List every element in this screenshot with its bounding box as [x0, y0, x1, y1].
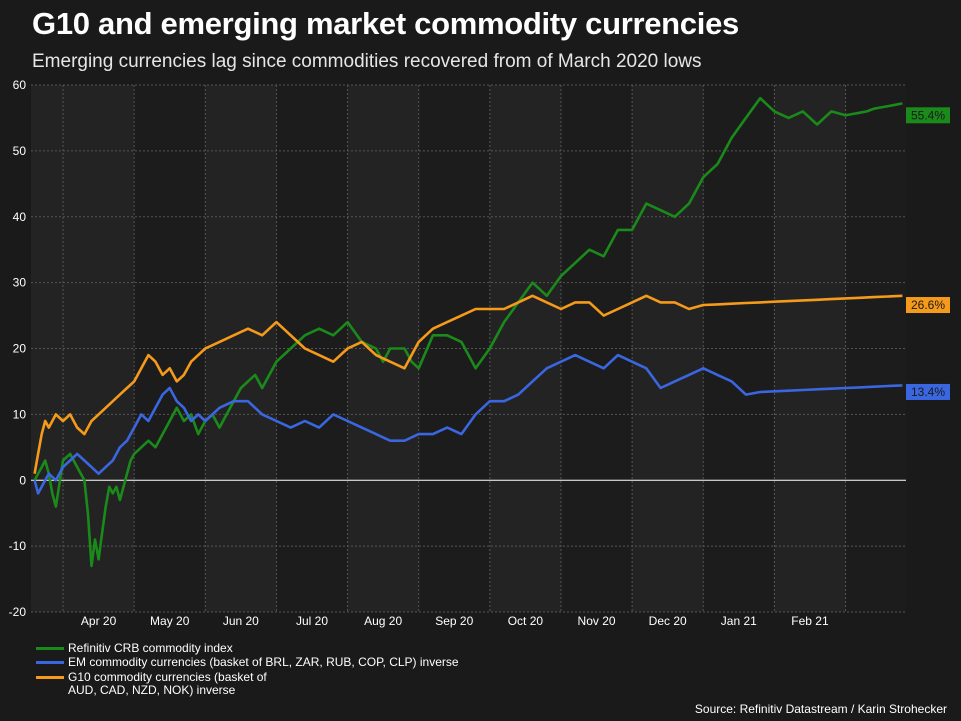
series-line-crb	[33, 96, 903, 568]
x-tick-label: Apr 20	[81, 614, 117, 628]
x-tick-label: Dec 20	[649, 614, 687, 628]
x-tick-label: Nov 20	[578, 614, 616, 628]
y-tick-label: 20	[13, 342, 27, 356]
x-tick-label: Jul 20	[296, 614, 328, 628]
y-tick-label: 30	[13, 276, 27, 290]
legend-label-crb: Refinitiv CRB commodity index	[68, 641, 233, 655]
y-tick-label: 60	[13, 78, 27, 92]
source-note: Source: Refinitiv Datastream / Karin Str…	[694, 702, 947, 716]
series-line-em	[33, 353, 903, 495]
end-label-box-g10	[906, 297, 950, 314]
y-tick-label: 10	[13, 407, 27, 421]
x-tick-label: May 20	[150, 614, 190, 628]
x-tick-label: Sep 20	[435, 614, 473, 628]
legend-swatch-crb	[36, 647, 64, 650]
x-tick-label: Jan 21	[721, 614, 757, 628]
y-tick-label: -10	[9, 539, 27, 553]
x-tick-label: Oct 20	[508, 614, 544, 628]
chart-subtitle: Emerging currencies lag since commoditie…	[32, 51, 702, 72]
y-tick-label: 50	[13, 144, 27, 158]
y-tick-label: 0	[19, 473, 26, 487]
month-band	[418, 85, 490, 612]
x-tick-label: Feb 21	[791, 614, 829, 628]
legend-swatch-g10	[36, 676, 64, 679]
legend-label-g10-line2: AUD, CAD, NZD, NOK) inverse	[68, 683, 236, 697]
y-tick-label: -20	[9, 605, 27, 619]
legend-label-g10-line1: G10 commodity currencies (basket of	[68, 670, 267, 684]
x-tick-label: Jun 20	[223, 614, 259, 628]
y-tick-label: 40	[13, 210, 27, 224]
series-line-g10	[33, 294, 903, 474]
x-tick-label: Aug 20	[364, 614, 402, 628]
legend-label-em: EM commodity currencies (basket of BRL, …	[68, 655, 459, 669]
end-label-g10: 26.6%	[911, 298, 945, 312]
end-label-em: 13.4%	[911, 385, 945, 399]
end-label-crb: 55.4%	[911, 108, 945, 122]
chart-title: G10 and emerging market commodity curren…	[32, 6, 739, 41]
month-band	[134, 85, 206, 612]
end-label-box-crb	[906, 107, 950, 124]
end-label-box-em	[906, 383, 950, 400]
legend-swatch-em	[36, 661, 64, 664]
